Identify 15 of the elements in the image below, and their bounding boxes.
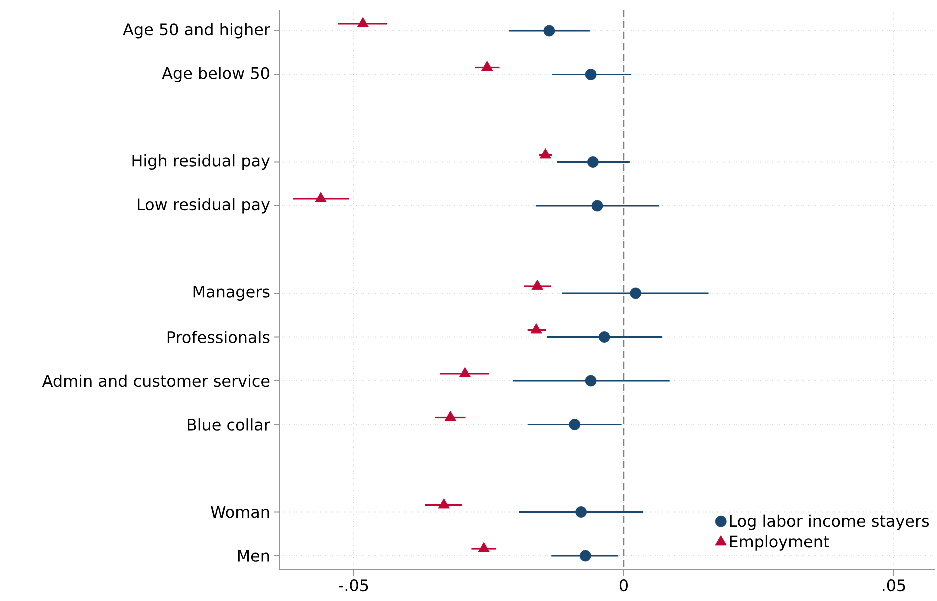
y-tick-label: Professionals [168, 331, 270, 344]
y-tick-label: High residual pay [132, 154, 270, 170]
y-tick-label: Managers [194, 286, 270, 301]
y-tick-label: Blue collar [188, 418, 270, 431]
y-tick-label: Woman [211, 506, 270, 518]
y-tick-label: Low residual pay [138, 198, 270, 214]
legend-label: Log labor income stayers [730, 514, 930, 530]
y-tick-label: Men [238, 550, 270, 562]
y-tick-label: Admin and customer service [42, 374, 270, 388]
legend-label: Employment [730, 535, 830, 551]
x-tick-label: .05 [882, 580, 906, 592]
x-tick-label: 0 [620, 580, 628, 592]
y-tick-label: Age 50 and higher [123, 23, 270, 39]
x-tick-label: -.05 [339, 580, 368, 592]
y-tick-label: Age below 50 [162, 67, 270, 82]
